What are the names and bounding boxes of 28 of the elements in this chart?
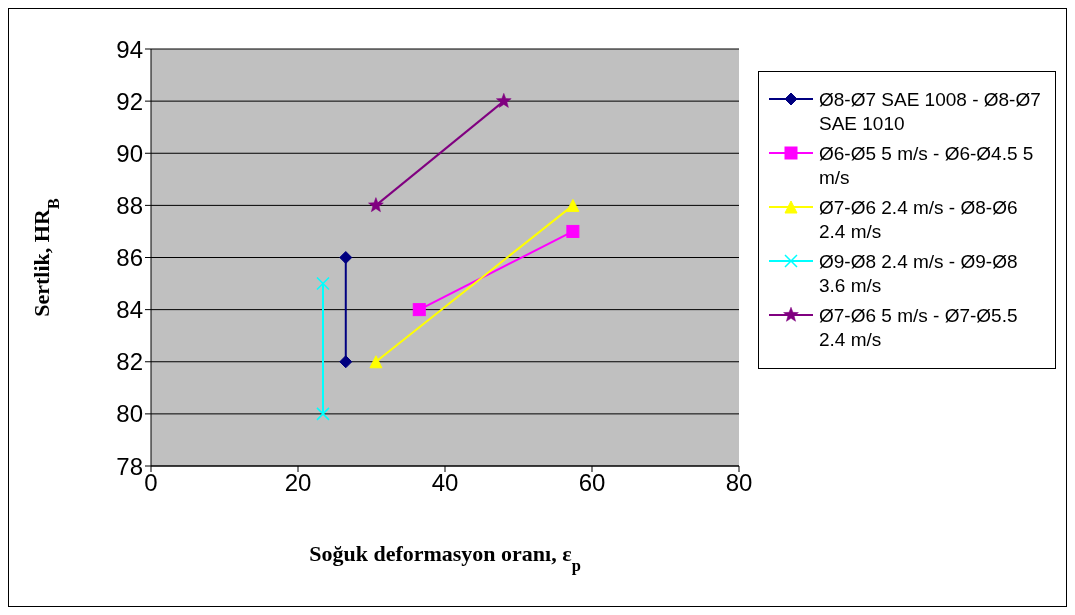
y-tick-label: 84 (116, 296, 143, 324)
y-tick-label: 92 (116, 87, 143, 115)
legend-label: Ø8-Ø7 SAE 1008 - Ø8-Ø7 SAE 1010 (819, 88, 1042, 136)
x-tick-label: 80 (725, 469, 753, 497)
x-tick-label: 60 (578, 469, 606, 497)
x-axis-title: Soğuk deformasyon oranı, ε$_{p}$ (309, 541, 581, 575)
legend-label: Ø9-Ø8 2.4 m/s - Ø9-Ø8 3.6 m/s (819, 250, 1019, 298)
y-tick-label: 88 (116, 191, 143, 219)
legend-label: Ø7-Ø6 2.4 m/s - Ø8-Ø6 2.4 m/s (819, 196, 1019, 244)
x-tick-label: 40 (431, 469, 459, 497)
x-tick-label: 0 (144, 469, 158, 497)
y-tick-label: 94 (116, 35, 143, 63)
point (566, 224, 580, 238)
x-tick-label: 20 (284, 469, 312, 497)
point (339, 251, 353, 264)
y-tick-label: 78 (116, 452, 143, 480)
y-tick-label: 86 (116, 244, 143, 272)
legend-label: Ø6-Ø5 5 m/s - Ø6-Ø4.5 5 m/s (819, 142, 1035, 190)
point (316, 276, 330, 291)
point (339, 355, 353, 369)
y-tick-label: 82 (116, 348, 143, 376)
point (412, 303, 426, 317)
point (316, 407, 330, 421)
y-tick-label: 80 (116, 400, 143, 428)
y-tick-label: 90 (116, 139, 143, 167)
legend-label: Ø7-Ø6 5 m/s - Ø7-Ø5.5 2.4 m/s (819, 304, 1019, 352)
point (368, 197, 384, 212)
point (496, 93, 512, 108)
